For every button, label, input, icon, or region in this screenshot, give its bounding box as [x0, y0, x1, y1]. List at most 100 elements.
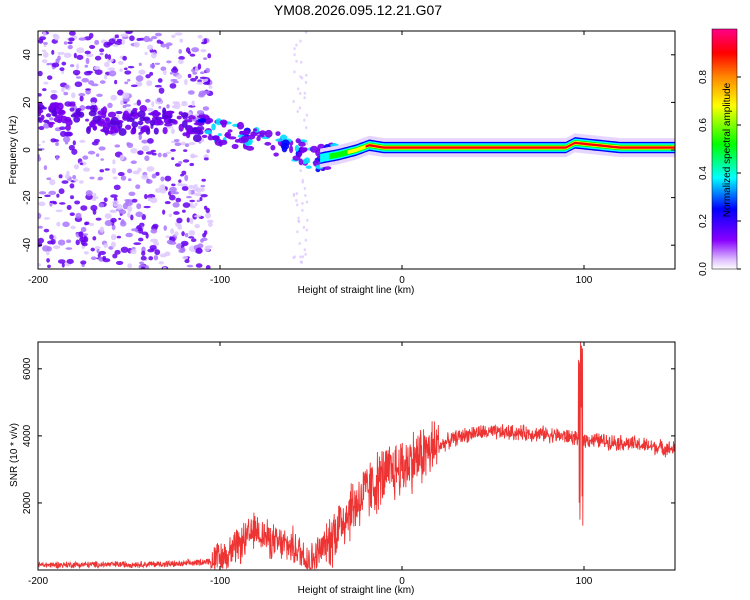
noise-blob [292, 256, 295, 260]
noise-blob [127, 178, 132, 182]
noise-blob [136, 203, 142, 210]
noise-blob [165, 151, 172, 155]
noise-blob [42, 31, 47, 37]
noise-blob [162, 152, 168, 158]
noise-blob [110, 209, 115, 213]
noise-blob [169, 236, 173, 242]
ridge-blob [281, 139, 290, 147]
noise-blob [130, 248, 137, 255]
noise-blob [127, 205, 133, 212]
noise-blob [182, 159, 190, 163]
noise-blob [90, 83, 99, 87]
noise-blob [133, 41, 141, 48]
noise-blob [124, 104, 132, 107]
ridge-blob [92, 115, 102, 123]
ridge-blob [165, 111, 173, 116]
noise-blob [98, 203, 105, 208]
y-tick-label: -40 [22, 238, 33, 253]
noise-blob [156, 97, 162, 103]
noise-blob [119, 68, 123, 72]
noise-blob [92, 197, 97, 202]
ridge-blob [275, 138, 282, 142]
noise-blob [146, 44, 154, 51]
ridge-blob [264, 129, 273, 138]
noise-blob [43, 41, 48, 45]
noise-blob [43, 228, 50, 233]
noise-blob [192, 71, 198, 75]
noise-blob [158, 105, 162, 109]
noise-blob [110, 234, 117, 241]
noise-blob [72, 140, 76, 146]
noise-blob [181, 231, 185, 237]
noise-blob [130, 84, 138, 88]
noise-blob [112, 44, 119, 47]
noise-blob [94, 246, 101, 250]
noise-blob [55, 58, 60, 64]
noise-blob [61, 180, 69, 184]
noise-blob [87, 150, 96, 155]
noise-blob [172, 66, 177, 71]
noise-blob [166, 239, 173, 245]
noise-blob [141, 214, 146, 221]
spectrogram-x-ticks: -200 -100 0 100 [28, 31, 593, 286]
noise-blob [170, 228, 174, 235]
ridge-blob [107, 111, 117, 118]
ridge-blob [204, 129, 213, 135]
noise-blob [300, 76, 304, 80]
noise-blob [110, 94, 117, 101]
noise-blob [55, 209, 63, 213]
noise-blob [184, 259, 190, 264]
noise-blob [173, 211, 180, 215]
snr-y-label: SNR (10 * v/v) [9, 423, 20, 487]
ridge-blob [298, 146, 305, 151]
noise-blob [177, 182, 183, 187]
noise-blob [64, 84, 70, 89]
noise-blob [66, 239, 72, 244]
ridge-blob [132, 107, 138, 112]
ridge-blob [152, 109, 159, 115]
noise-blob [138, 134, 142, 141]
noise-blob [66, 170, 70, 176]
noise-blob [166, 125, 174, 129]
noise-blob [155, 171, 160, 176]
noise-blob [197, 63, 202, 70]
y-tick-label: 4000 [22, 424, 33, 447]
noise-blob [140, 266, 146, 269]
noise-blob [61, 86, 65, 93]
noise-blob [89, 176, 95, 180]
noise-blob [90, 97, 98, 104]
noise-blob [55, 142, 59, 146]
noise-blob [73, 52, 77, 59]
ridge-blob [130, 129, 135, 135]
noise-blob [299, 260, 303, 264]
noise-blob [145, 74, 151, 79]
noise-blob [145, 151, 154, 155]
noise-blob [56, 221, 61, 227]
noise-blob [69, 212, 75, 217]
noise-blob [207, 53, 212, 59]
noise-blob [187, 73, 192, 79]
noise-blob [295, 192, 299, 196]
ridge-blob [227, 129, 233, 133]
ridge-blob [86, 126, 91, 135]
x-tick-label: 0 [399, 576, 405, 587]
noise-blob [159, 184, 166, 190]
noise-blob [78, 37, 87, 41]
noise-blob [135, 184, 141, 190]
noise-blob [170, 78, 178, 82]
y-tick-label: 40 [22, 49, 33, 61]
noise-blob [171, 183, 176, 187]
noise-blob [157, 152, 162, 158]
noise-blob [62, 136, 71, 143]
noise-blob [110, 194, 118, 198]
noise-blob [181, 209, 186, 213]
noise-blob [164, 251, 171, 257]
snr-x-label: Height of straight line (km) [298, 585, 415, 596]
noise-blob [177, 59, 184, 65]
noise-blob [206, 149, 210, 154]
noise-blob [305, 142, 309, 146]
noise-blob [172, 80, 179, 84]
noise-blob [53, 139, 60, 143]
noise-blob [95, 217, 102, 221]
